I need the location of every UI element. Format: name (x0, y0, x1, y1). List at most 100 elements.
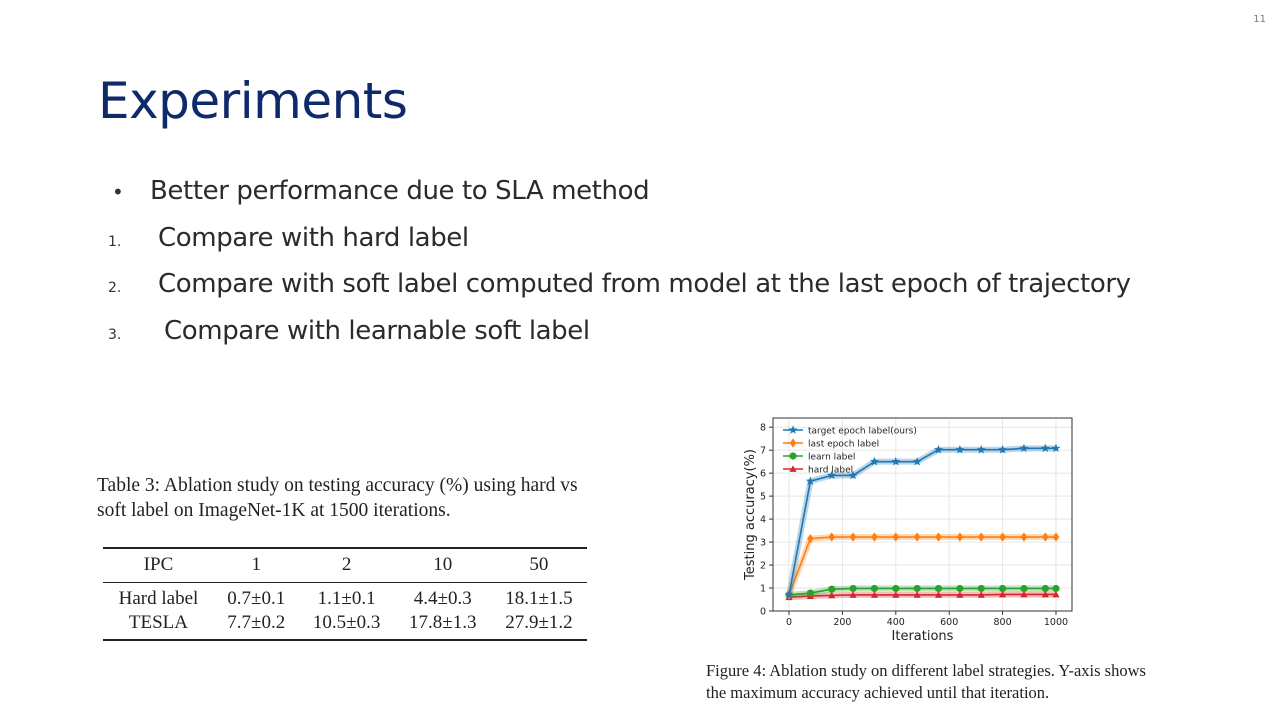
y-tick-label: 0 (760, 607, 766, 618)
bullet-text: Better performance due to SLA method (150, 176, 650, 206)
data-point (1052, 584, 1060, 593)
legend-entry: learn label (783, 452, 855, 463)
data-point (912, 456, 922, 466)
legend-marker (789, 465, 797, 472)
numbered-text: Compare with soft label computed from mo… (158, 269, 1131, 299)
data-point (827, 470, 837, 480)
data-point (956, 584, 964, 593)
table-cell: 18.1±1.5 (505, 588, 573, 609)
header-cell: 1 (213, 548, 299, 583)
data-point (805, 476, 815, 485)
number-marker: 1. (108, 233, 122, 250)
y-tick-label: 5 (760, 492, 766, 503)
data-point (1041, 584, 1049, 593)
legend-label: target epoch label(ours) (808, 427, 917, 437)
data-point (999, 532, 1006, 542)
data-point (934, 591, 943, 598)
legend-entry: hard label (783, 465, 853, 476)
table-cell: 4.4±0.3 (413, 588, 472, 609)
x-tick-label: 1000 (1044, 617, 1068, 628)
data-point (848, 470, 858, 480)
bullet-item: • Better performance due to SLA method (108, 176, 1131, 223)
data-point (870, 591, 879, 598)
header-cell: 2 (298, 548, 395, 583)
data-point (956, 591, 964, 598)
ablation-table: IPC 1 2 10 50 Hard label 0.7±0.1 1.1±0.1… (103, 547, 587, 641)
series-target-epoch-label-ours (784, 443, 1061, 599)
data-point (806, 589, 814, 597)
data-point (849, 591, 857, 598)
x-axis-label: Iterations (892, 629, 954, 644)
header-cell: IPC (103, 548, 214, 583)
x-tick-label: 800 (994, 617, 1012, 628)
numbered-item: 3. Compare with learnable soft label (108, 316, 1131, 363)
data-point (1020, 590, 1028, 598)
data-point (913, 532, 921, 542)
figure-caption: Figure 4: Ablation study on different la… (706, 661, 1146, 702)
slide-title: Experiments (98, 72, 408, 130)
data-point (892, 591, 900, 598)
data-point (998, 584, 1007, 593)
data-point (828, 591, 836, 599)
x-tick-label: 400 (887, 617, 905, 628)
y-tick-label: 6 (760, 469, 766, 480)
data-point (891, 456, 901, 466)
legend-label: learn label (808, 453, 855, 463)
data-point (977, 532, 985, 542)
chart-axes: 0 200 400 600 800 1000 0 1 2 3 4 5 6 7 8 (760, 417, 1073, 628)
data-point (784, 590, 794, 599)
series-line (788, 447, 1056, 596)
data-point (998, 590, 1007, 598)
data-point (913, 584, 921, 593)
y-tick-label: 1 (760, 584, 766, 595)
legend-label: last epoch label (808, 440, 879, 450)
data-point (807, 533, 814, 544)
legend-entry: target epoch label(ours) (783, 425, 917, 437)
data-point (977, 591, 985, 598)
series-learn-label (785, 584, 1060, 599)
table-cell: 17.8±1.3 (409, 612, 477, 633)
bullet-list: • Better performance due to SLA method 1… (108, 176, 1131, 362)
plot-frame (772, 417, 1073, 612)
data-point (1019, 443, 1029, 453)
series-line (788, 536, 1056, 596)
table-cell: Hard label (118, 588, 199, 609)
data-point (871, 532, 878, 542)
data-point (828, 585, 836, 593)
table-row: TESLA 7.7±0.2 10.5±0.3 17.8±1.3 27.9±1.2 (103, 611, 587, 640)
legend-marker (788, 425, 798, 434)
data-point (870, 584, 879, 593)
table-cell: 10.5±0.3 (312, 612, 381, 633)
data-point (892, 532, 900, 542)
legend-label: hard label (808, 466, 853, 476)
table-row: Hard label 0.7±0.1 1.1±0.1 4.4±0.3 18.1±… (103, 583, 587, 612)
accuracy-line-chart: 0 200 400 600 800 1000 0 1 2 3 4 5 6 7 8 target epoch … (743, 417, 1073, 644)
data-point (1042, 532, 1049, 542)
data-point (1052, 590, 1060, 598)
numbered-item: 2. Compare with soft label computed from… (108, 269, 1131, 316)
data-point (998, 445, 1008, 454)
data-point (956, 532, 964, 542)
legend-marker (789, 452, 797, 460)
header-cell: 10 (394, 548, 491, 583)
data-point (935, 532, 942, 542)
chart-legend: target epoch label(ours) last epoch label… (783, 425, 917, 476)
x-tick-label: 0 (786, 617, 792, 628)
data-point (934, 445, 943, 454)
table-cell: 7.7±0.2 (227, 612, 286, 633)
y-tick-label: 2 (760, 561, 766, 572)
legend-entry: last epoch label (783, 438, 879, 450)
header-cell: 50 (490, 548, 587, 583)
table-header-row: IPC 1 2 10 50 (103, 548, 587, 583)
data-point (849, 584, 857, 593)
number-marker: 2. (108, 280, 122, 296)
table-cell: TESLA (128, 612, 189, 633)
data-point (870, 456, 879, 466)
table-cell: 0.7±0.1 (227, 588, 286, 609)
data-point (976, 445, 986, 454)
data-point (1041, 590, 1049, 598)
data-point (1020, 584, 1028, 593)
data-point (828, 532, 835, 542)
y-tick-label: 8 (760, 423, 766, 434)
numbered-text: Compare with learnable soft label (164, 315, 590, 346)
